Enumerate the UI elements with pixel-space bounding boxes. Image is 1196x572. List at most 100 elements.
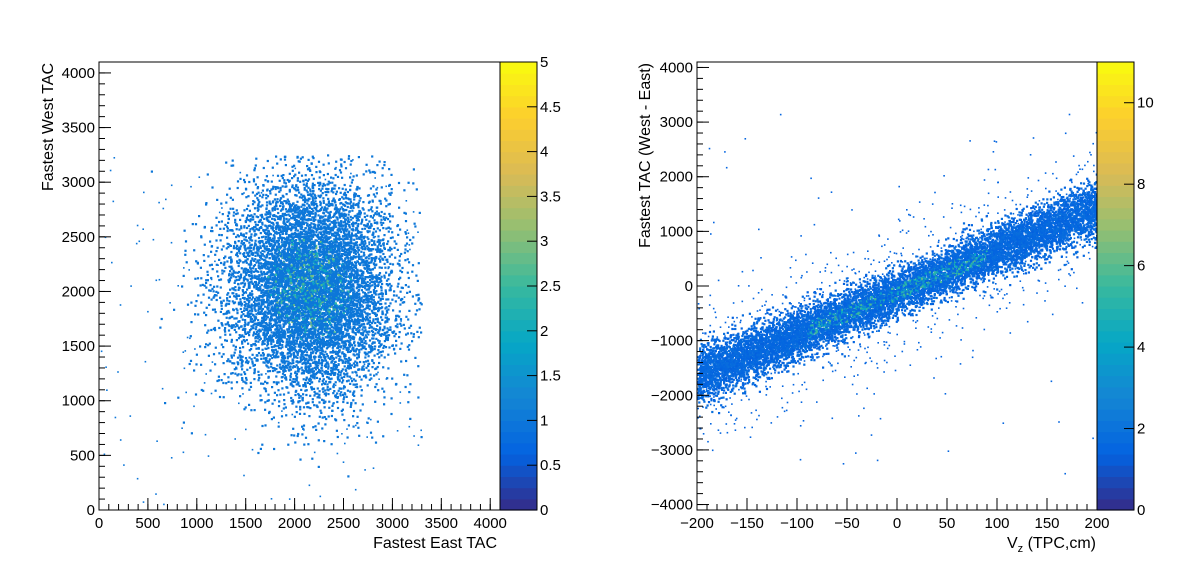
heatmap-cell xyxy=(252,265,255,268)
heatmap-cell xyxy=(339,225,342,228)
heatmap-cell xyxy=(317,181,320,184)
heatmap-cell xyxy=(343,365,346,368)
heatmap-cell xyxy=(330,414,333,418)
heatmap-cell xyxy=(194,304,197,307)
heatmap-cell xyxy=(342,301,345,304)
heatmap-cell xyxy=(286,357,289,360)
heatmap-cell xyxy=(263,339,266,342)
heatmap-cell xyxy=(252,218,255,221)
heatmap-cell xyxy=(408,344,411,347)
heatmap-cell xyxy=(324,228,327,231)
heatmap-cell xyxy=(349,200,352,203)
heatmap-cell xyxy=(370,261,373,264)
heatmap-cell xyxy=(344,310,347,313)
heatmap-cell xyxy=(343,160,346,164)
heatmap-cell xyxy=(220,300,223,303)
heatmap-cell xyxy=(388,274,391,277)
heatmap-cell xyxy=(354,252,357,255)
heatmap-cell xyxy=(220,379,223,382)
heatmap-cell xyxy=(313,315,316,318)
heatmap-cell xyxy=(360,222,363,225)
heatmap-cell xyxy=(269,252,272,255)
heatmap-cell xyxy=(303,350,306,353)
heatmap-cell xyxy=(355,255,358,258)
heatmap-cell xyxy=(352,255,355,258)
heatmap-cell xyxy=(358,348,361,352)
heatmap-cell xyxy=(285,193,288,196)
heatmap-cell xyxy=(300,241,303,244)
heatmap-cell xyxy=(357,223,360,226)
heatmap-cell xyxy=(327,216,330,220)
heatmap-cell xyxy=(306,202,309,205)
heatmap-cell xyxy=(200,363,203,366)
heatmap-cell xyxy=(248,254,251,258)
heatmap-cell xyxy=(327,259,331,262)
heatmap-cell xyxy=(347,322,350,325)
heatmap-cell xyxy=(298,302,301,306)
heatmap-cell xyxy=(306,165,309,168)
heatmap-cell xyxy=(248,349,251,352)
heatmap-cell xyxy=(323,256,326,259)
heatmap-cell xyxy=(308,271,311,274)
heatmap-cell xyxy=(361,207,364,210)
heatmap-cell xyxy=(353,340,356,343)
heatmap-cell xyxy=(370,309,374,312)
heatmap-cell xyxy=(382,333,386,336)
heatmap-cell xyxy=(366,230,369,233)
heatmap-cell xyxy=(307,234,310,237)
heatmap-cell xyxy=(241,289,244,292)
heatmap-cell xyxy=(358,209,361,213)
heatmap-cell xyxy=(319,409,322,412)
heatmap-cell xyxy=(322,390,325,393)
heatmap-cell xyxy=(373,286,377,289)
heatmap-cell xyxy=(303,188,306,191)
heatmap-cell xyxy=(335,356,338,359)
heatmap-cell xyxy=(375,373,378,376)
heatmap-cell xyxy=(396,248,399,251)
heatmap-cell xyxy=(276,350,279,353)
heatmap-cell xyxy=(398,255,401,258)
heatmap-cell xyxy=(284,270,287,273)
heatmap-cell xyxy=(310,246,313,249)
heatmap-cell xyxy=(351,178,354,182)
heatmap-cell xyxy=(229,316,232,319)
heatmap-cell xyxy=(227,376,230,379)
heatmap-cell xyxy=(371,342,374,345)
heatmap-cell xyxy=(253,234,256,237)
heatmap-cell xyxy=(200,235,203,238)
heatmap-cell xyxy=(395,317,398,320)
heatmap-cell xyxy=(326,375,329,379)
heatmap-cell xyxy=(226,293,229,296)
heatmap-cell xyxy=(236,244,239,247)
heatmap-cell xyxy=(364,295,367,298)
heatmap-cell xyxy=(282,263,285,266)
heatmap-cell xyxy=(271,349,274,352)
heatmap-cell xyxy=(417,293,420,296)
heatmap-cell xyxy=(311,352,314,355)
heatmap-cell xyxy=(265,267,268,270)
heatmap-cell xyxy=(257,208,260,211)
heatmap-cell xyxy=(307,225,310,228)
heatmap-cell xyxy=(298,367,301,371)
heatmap-cell xyxy=(341,286,344,289)
heatmap-cell xyxy=(300,193,303,196)
heatmap-cell xyxy=(235,209,238,212)
heatmap-cell xyxy=(269,271,272,274)
heatmap-cell xyxy=(310,193,313,196)
heatmap-cell xyxy=(399,299,403,302)
heatmap-cell xyxy=(236,234,239,237)
heatmap-cell xyxy=(381,318,384,321)
heatmap-cell xyxy=(247,303,250,306)
heatmap-cell xyxy=(284,224,287,227)
heatmap-cell xyxy=(304,178,307,181)
heatmap-cell xyxy=(366,306,369,310)
heatmap-cell xyxy=(361,227,364,231)
heatmap-cell xyxy=(219,286,222,289)
heatmap-cell xyxy=(299,408,302,411)
heatmap-cell xyxy=(369,279,372,282)
heatmap-cell xyxy=(229,196,232,199)
heatmap-cell xyxy=(319,328,322,331)
heatmap-cell xyxy=(254,336,258,339)
heatmap-cell xyxy=(372,248,375,251)
heatmap-cell xyxy=(336,291,340,294)
